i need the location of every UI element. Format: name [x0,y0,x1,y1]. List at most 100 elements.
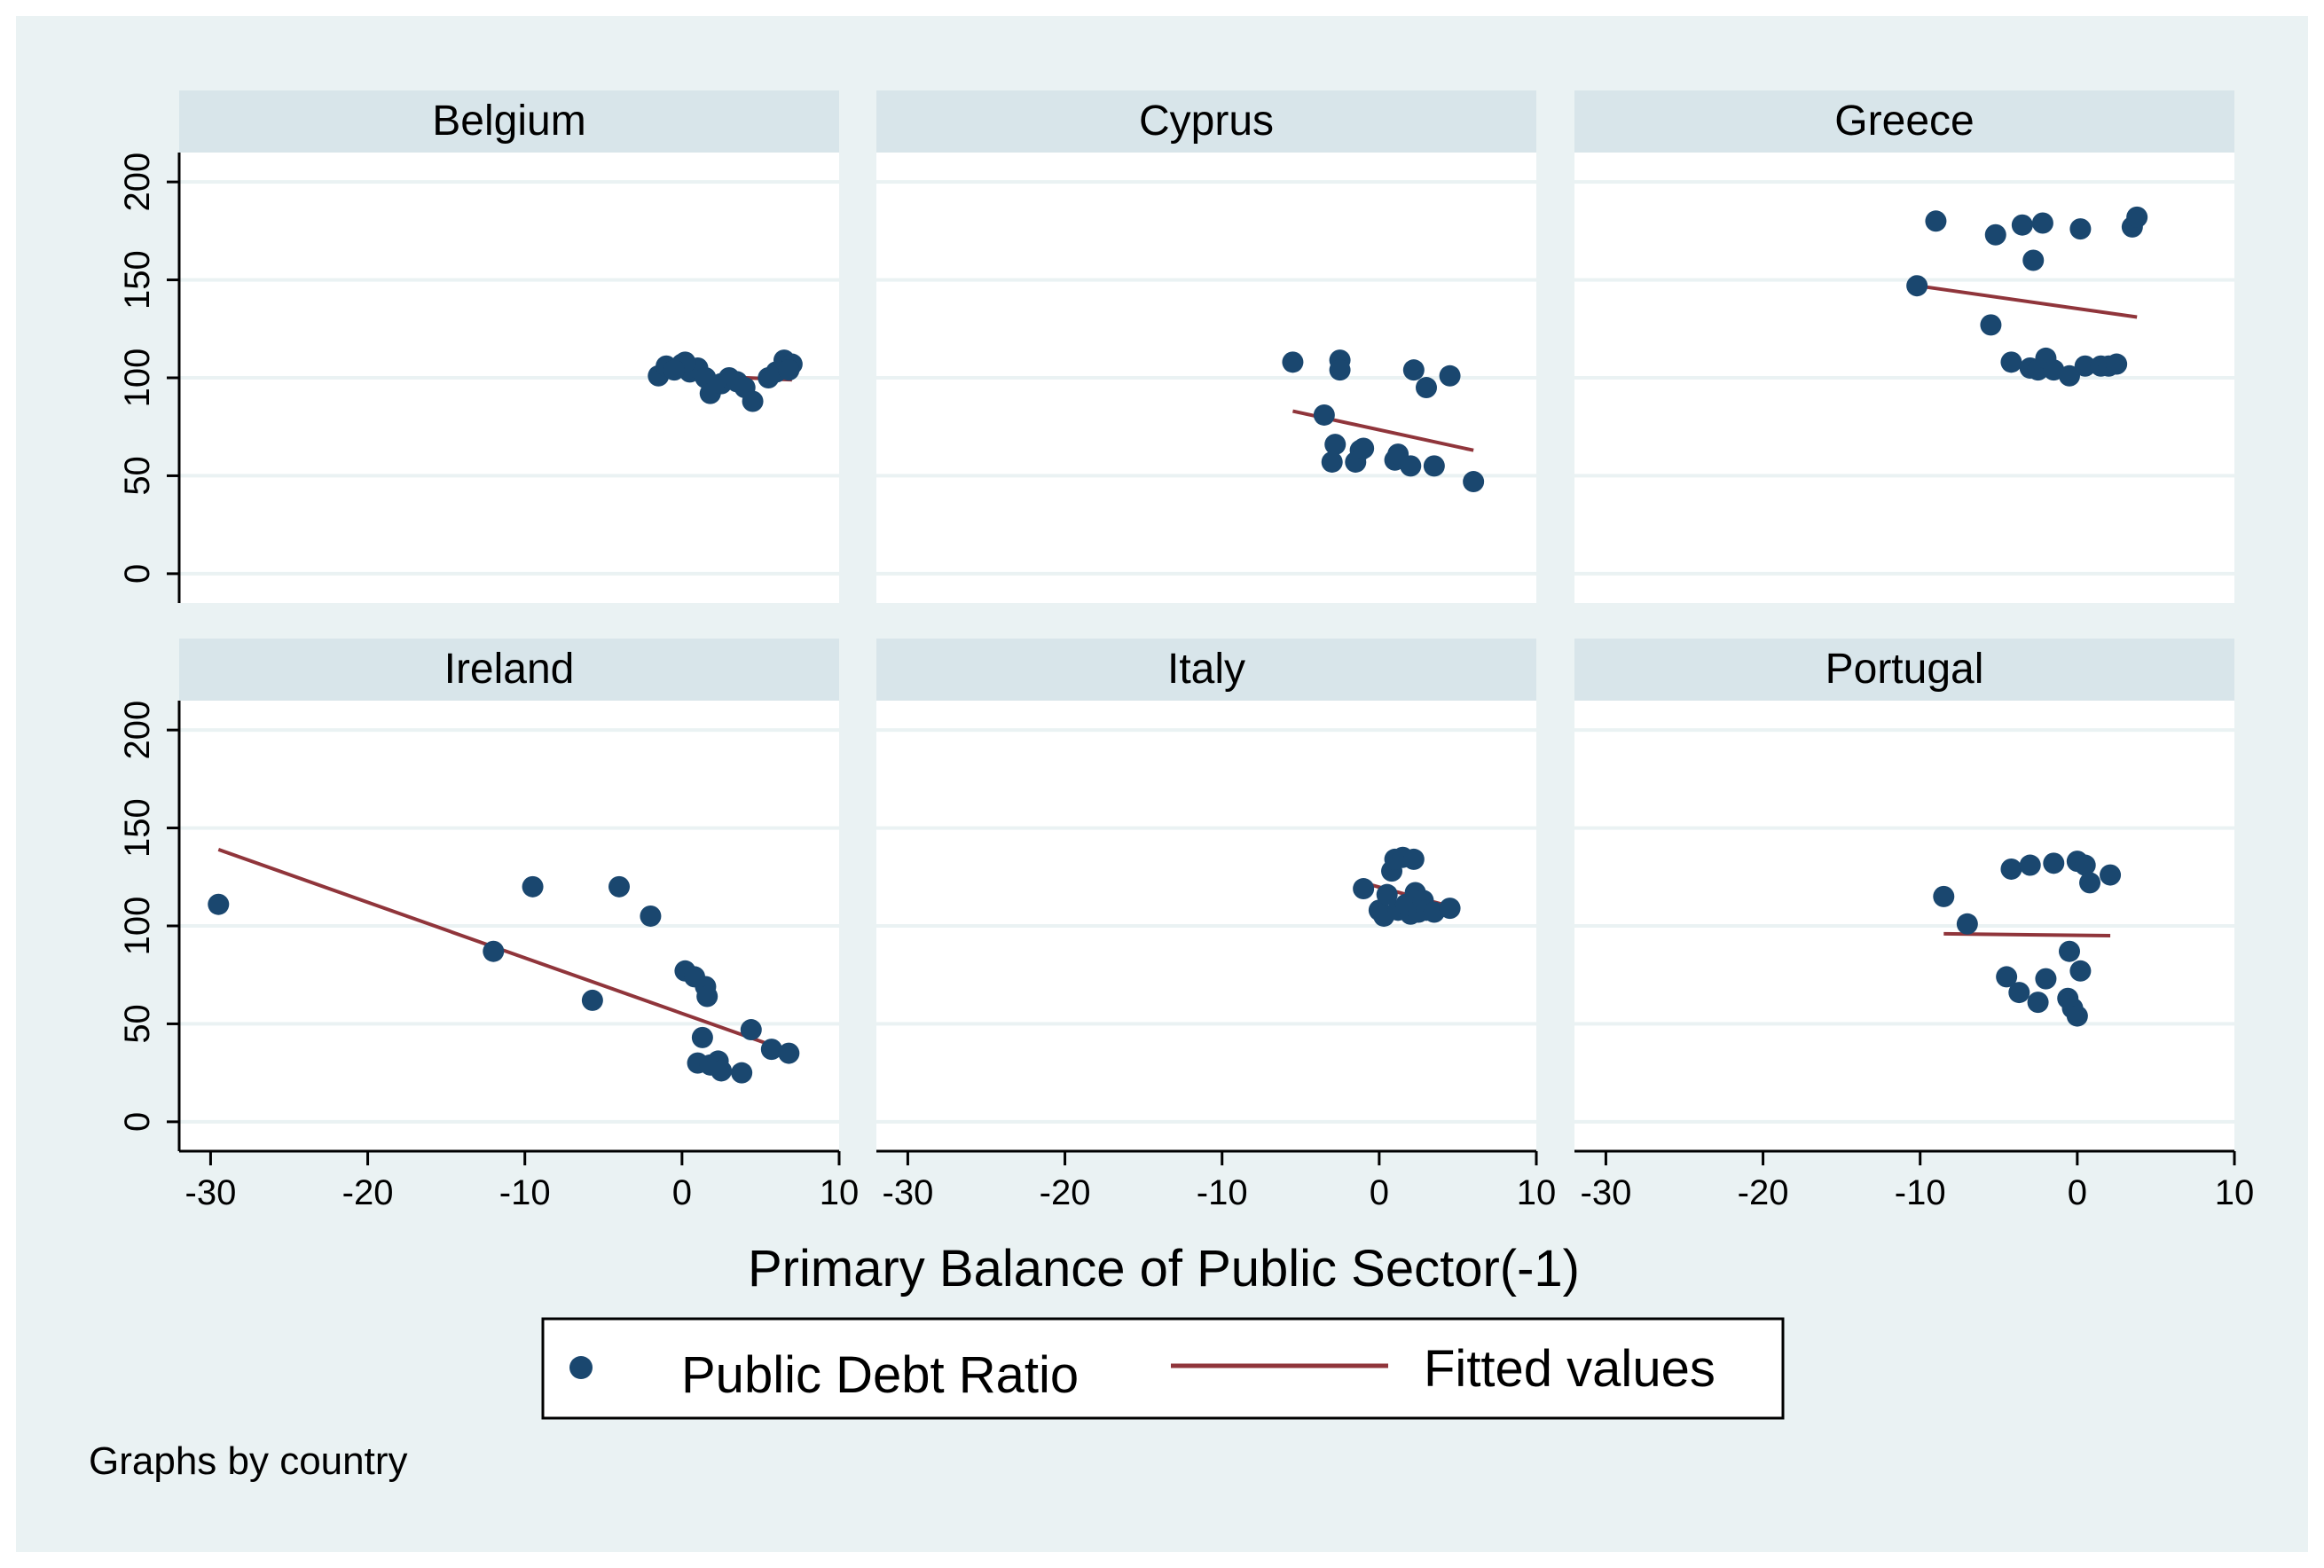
data-point [1313,404,1335,426]
data-point [1400,455,1422,477]
data-point [1933,885,1955,907]
panel-greece: Greece [1574,90,2234,603]
panel-ireland: Ireland 0 50 100 150 200 -30 -20 -10 0 10 [118,639,859,1212]
panel-strip [1574,639,2234,701]
y-tick-label: 0 [118,1112,157,1132]
data-point [2027,992,2049,1014]
panel-title: Belgium [432,98,585,145]
x-tick-label: -20 [342,1173,394,1212]
data-point [581,989,603,1011]
data-point [691,1026,713,1048]
y-tick-label: 150 [118,250,157,310]
data-point [1956,913,1978,935]
legend-box [541,1317,1785,1420]
graphs-note: Graphs by country [89,1439,408,1483]
x-tick-label: 10 [2215,1173,2255,1212]
fitted-line [1916,284,2138,319]
data-point [1984,223,2006,246]
data-point [2100,864,2122,886]
data-point [1376,883,1398,906]
data-point [640,905,662,927]
panel-title: Ireland [444,646,575,693]
data-point [2008,982,2030,1004]
data-point [1439,898,1461,920]
legend-point-label: Public Debt Ratio [681,1346,1079,1404]
data-point [2066,1005,2088,1027]
y-tick-label: 100 [118,897,157,956]
legend-point-marker [569,1356,593,1379]
x-tick-label: -10 [499,1173,551,1212]
x-tick-label: -20 [1738,1173,1789,1212]
data-point [2059,365,2080,387]
x-tick-label: -30 [1581,1173,1632,1212]
x-tick-label: -30 [185,1173,237,1212]
data-point [1416,377,1437,399]
data-point [1324,434,1347,456]
panel-title: Italy [1167,646,1245,693]
panel-strip [876,90,1536,153]
data-point [2043,852,2065,874]
data-point [1996,966,2018,988]
panel-portugal: Portugal -30 -20 -10 0 10 [1574,639,2254,1212]
data-point [1402,848,1425,870]
x-tick-label: 0 [2068,1173,2087,1212]
y-tick-label: 50 [118,1004,157,1044]
data-point [1439,365,1461,387]
data-point [696,985,718,1007]
panel-title: Cyprus [1139,98,1274,145]
data-point [2126,206,2148,228]
x-tick-label: -10 [1197,1173,1248,1212]
data-point [1282,351,1304,373]
data-point [2069,960,2092,982]
data-point [1329,359,1351,381]
data-point [1423,455,1445,477]
data-point [1353,878,1375,900]
y-tick-label: 50 [118,456,157,496]
data-point [663,359,685,381]
data-point [208,893,230,915]
data-point [1353,437,1375,459]
data-point [2035,968,2057,990]
panel-cyprus: Cyprus [876,90,1536,603]
data-point [2059,940,2080,962]
y-tick-label: 200 [118,153,157,212]
data-point [740,1019,762,1041]
legend-line-label: Fitted values [1424,1340,1716,1398]
data-point [608,875,630,898]
data-point [2074,355,2096,377]
panel-title: Greece [1834,98,1974,145]
x-tick-label: 10 [820,1173,860,1212]
legend: Public Debt Ratio Fitted values [541,1317,1785,1420]
data-point [2106,353,2128,375]
data-point [760,1039,782,1061]
data-point [1925,210,1947,232]
x-tick-label: 0 [672,1173,692,1212]
data-point [742,390,764,412]
panel-title: Portugal [1825,646,1984,693]
x-tick-label: 0 [1370,1173,1389,1212]
data-point [2074,854,2096,876]
data-point [1463,471,1485,493]
panel-strip [876,639,1536,701]
data-point [1402,359,1425,381]
y-tick-label: 200 [118,701,157,760]
x-tick-label: -20 [1040,1173,1091,1212]
data-point [2069,218,2092,240]
data-point [522,875,544,898]
data-point [2079,872,2101,894]
data-point [1906,275,1928,297]
data-point [1980,314,2002,336]
data-point [2011,214,2033,236]
panel-strip [1574,90,2234,153]
x-axis-title: Primary Balance of Public Sector(-1) [748,1240,1580,1298]
fitted-line [1943,931,2111,938]
data-point [711,1060,733,1082]
y-tick-label: 150 [118,798,157,858]
panel-strip [179,90,839,153]
data-point [778,1042,800,1064]
data-point [2000,351,2022,373]
data-point [1321,451,1343,473]
data-point [2022,249,2045,271]
